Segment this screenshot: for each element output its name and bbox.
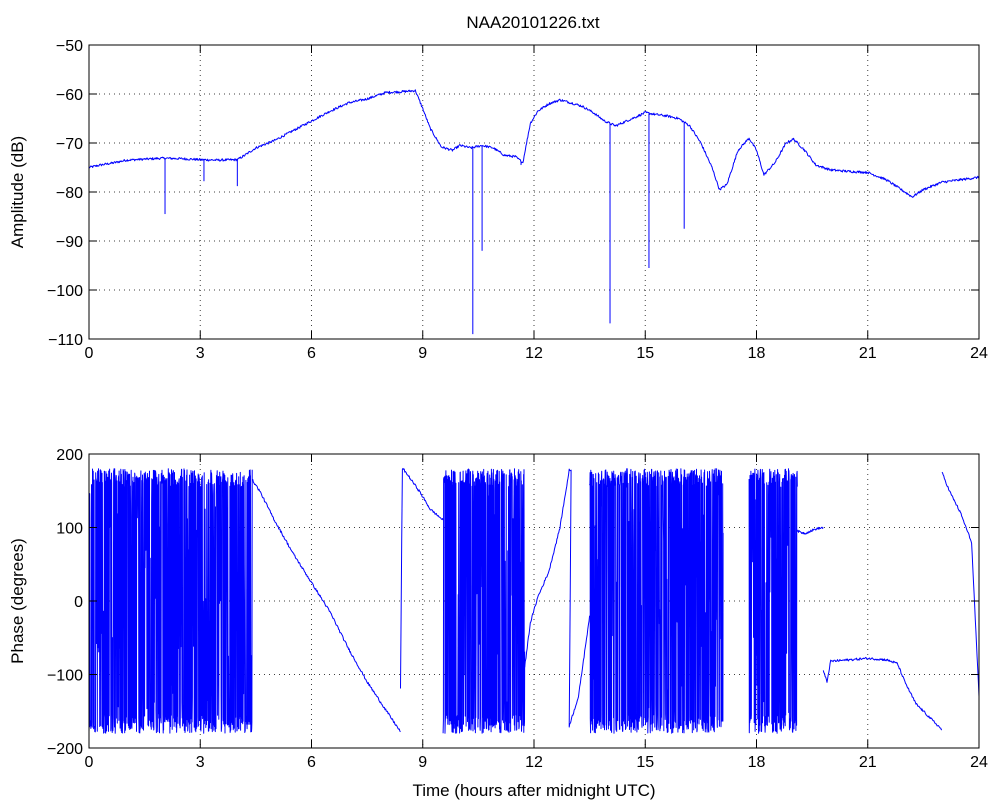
- phase-x-axis-title: Time (hours after midnight UTC): [412, 781, 655, 800]
- phase-series-line-2: [524, 468, 591, 728]
- phase-x-tick-label: 9: [418, 754, 427, 771]
- phase-series-line-3: [796, 526, 824, 535]
- phase-noise-band-0: [88, 468, 253, 734]
- phase-series-line-1: [400, 467, 444, 689]
- phase-noise-band-2: [589, 468, 724, 734]
- amplitude-x-tick-label: 0: [85, 345, 94, 362]
- phase-ticks: 0 3 6 9 12 15 18 21 24 −200 −100 0 100 200: [47, 447, 988, 771]
- amplitude-y-axis-title: Amplitude (dB): [8, 136, 27, 248]
- amplitude-x-tick-label: 24: [970, 345, 988, 362]
- amplitude-y-tick-label: −80: [56, 185, 83, 202]
- phase-series-line-4: [822, 656, 942, 731]
- phase-x-tick-label: 6: [307, 754, 316, 771]
- phase-series-line-0: [252, 479, 401, 733]
- phase-x-tick-label: 24: [970, 754, 988, 771]
- phase-series-line-5: [941, 471, 980, 697]
- amplitude-y-tick-label: −110: [48, 332, 83, 349]
- phase-x-tick-label: 15: [636, 754, 654, 771]
- phase-y-tick-label: −100: [47, 668, 83, 685]
- amplitude-y-tick-label: −90: [56, 234, 83, 251]
- phase-x-tick-label: 0: [85, 754, 94, 771]
- phase-grid: [89, 454, 979, 748]
- amplitude-grid: [89, 45, 979, 339]
- phase-noise-band-3: [748, 468, 798, 734]
- amplitude-ticks: 0 3 6 9 12 15 18 21 24 −110 −100 −90 −80 −70 −60 −50: [47, 38, 988, 362]
- amplitude-x-tick-label: 6: [307, 345, 316, 362]
- amplitude-x-tick-label: 21: [859, 345, 877, 362]
- phase-noise-band-1: [442, 468, 526, 734]
- amplitude-series: [88, 89, 980, 335]
- amplitude-y-tick-label: −60: [56, 87, 83, 104]
- amplitude-x-tick-label: 9: [418, 345, 427, 362]
- phase-panel: 0 3 6 9 12 15 18 21 24 −200 −100 0 100 200 Phase (deg…: [8, 447, 988, 800]
- plot-title: NAA20101226.txt: [466, 13, 600, 32]
- amplitude-panel: 0 3 6 9 12 15 18 21 24 −110 −100 −90 −80 −70 −60 −50 Am…: [8, 38, 988, 362]
- amplitude-x-tick-label: 18: [748, 345, 766, 362]
- amplitude-x-tick-label: 3: [196, 345, 205, 362]
- phase-x-tick-label: 18: [748, 754, 766, 771]
- phase-series: [88, 467, 980, 734]
- phase-x-tick-label: 12: [525, 754, 543, 771]
- phase-x-tick-label: 3: [196, 754, 205, 771]
- phase-y-tick-label: 0: [74, 594, 83, 611]
- phase-y-tick-label: −200: [47, 741, 83, 758]
- amplitude-y-tick-label: −50: [56, 38, 83, 55]
- amplitude-y-tick-label: −100: [47, 283, 83, 300]
- amplitude-x-tick-label: 15: [636, 345, 654, 362]
- amplitude-x-tick-label: 12: [525, 345, 543, 362]
- phase-y-tick-label: 100: [56, 521, 83, 538]
- phase-x-tick-label: 21: [859, 754, 877, 771]
- phase-y-tick-label: 200: [56, 447, 83, 464]
- phase-y-axis-title: Phase (degrees): [8, 538, 27, 664]
- amplitude-y-tick-label: −70: [56, 136, 83, 153]
